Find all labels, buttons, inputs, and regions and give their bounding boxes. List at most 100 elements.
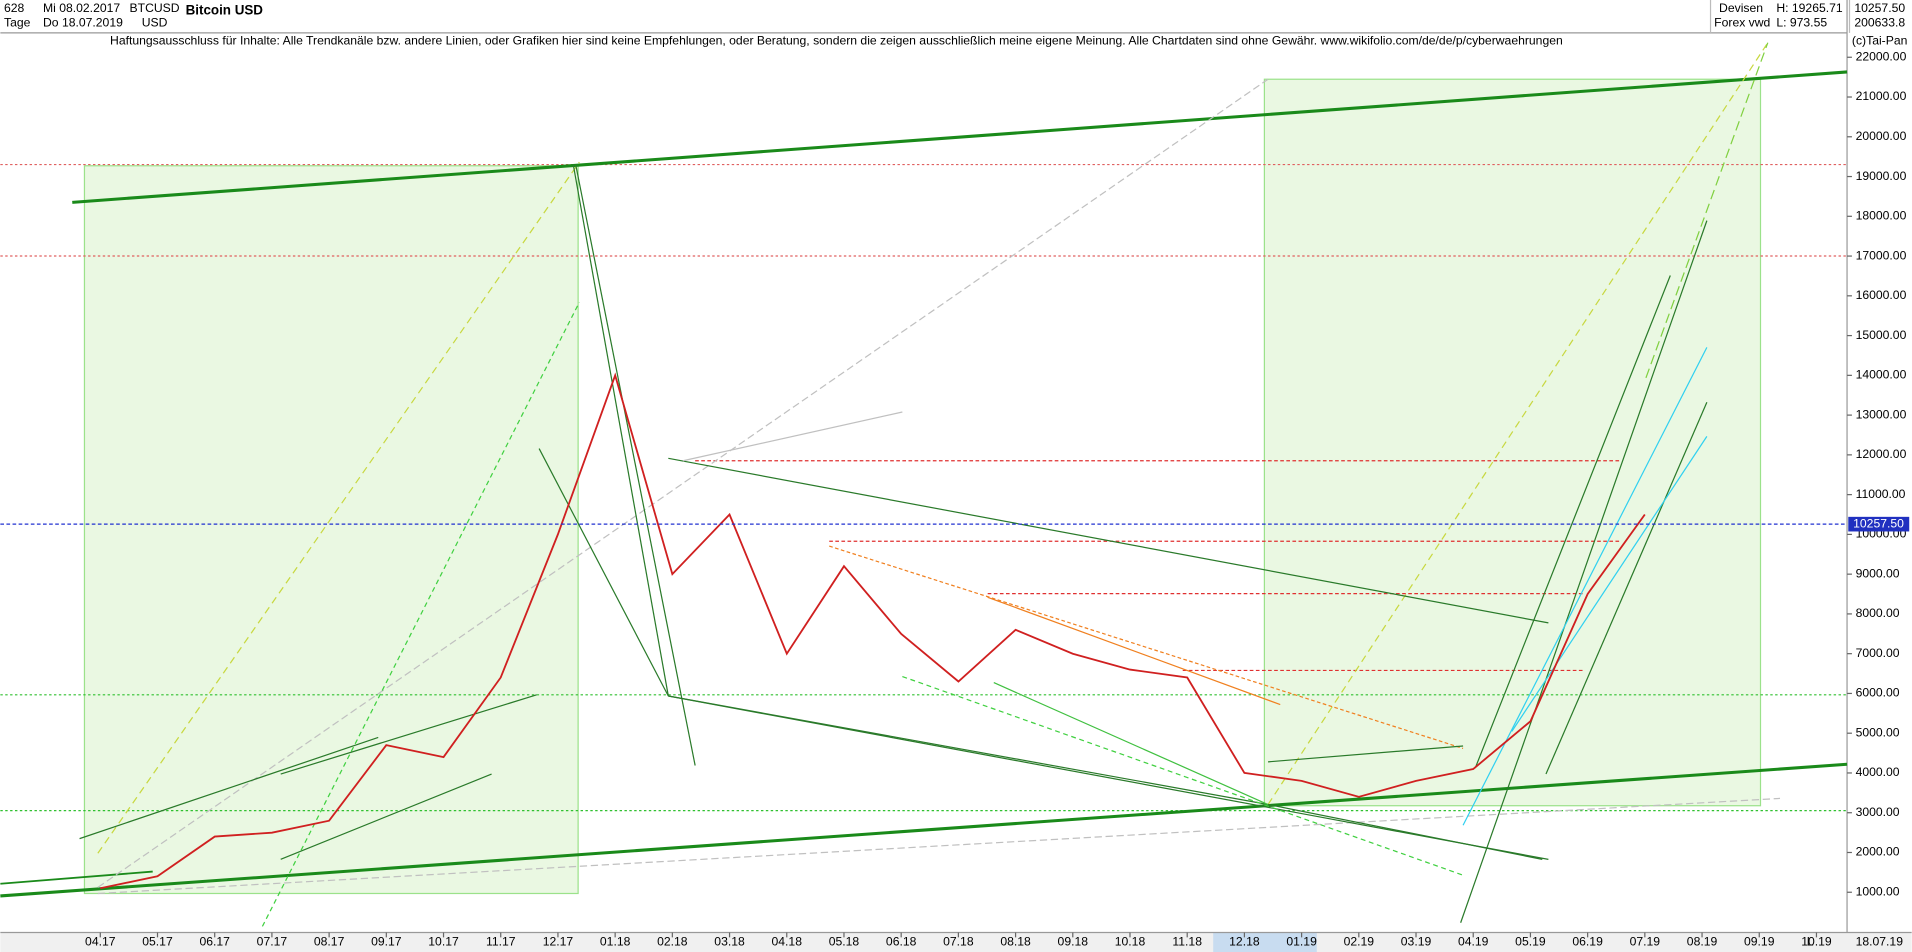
- shade-box: [83, 165, 579, 895]
- header-bar: [0, 0, 1912, 33]
- trend-line: [668, 695, 1269, 806]
- x-tick-label: 06.18: [886, 934, 917, 948]
- x-tick-label: 09.19: [1744, 934, 1775, 948]
- y-tick-label: 11000.00: [1856, 487, 1906, 501]
- trend-line: [1268, 745, 1464, 763]
- trend-line: [572, 164, 669, 697]
- x-tick-label: 09.17: [371, 934, 402, 948]
- period[interactable]: Tage: [4, 15, 31, 29]
- y-tick-label: 21000.00: [1856, 89, 1907, 103]
- x-tick-label: 04.17: [85, 934, 116, 948]
- x-tick-label: 04.18: [772, 934, 803, 948]
- x-tick-label: 06.19: [1572, 934, 1603, 948]
- start-date: Mi 08.02.2017: [43, 1, 120, 15]
- y-tick-label: 2000.00: [1856, 845, 1900, 859]
- x-tick-label: 08.19: [1687, 934, 1718, 948]
- trend-line: [902, 675, 1464, 876]
- y-tick-label: 20000.00: [1856, 129, 1907, 143]
- x-axis-highlight: [1213, 932, 1317, 952]
- x-tick-label: 10.17: [428, 934, 459, 948]
- drawings: [0, 42, 1848, 927]
- y-tick-label: 4000.00: [1856, 765, 1900, 779]
- trend-line: [1545, 402, 1708, 775]
- trend-line: [575, 164, 696, 766]
- x-tick-label: 02.19: [1344, 934, 1375, 948]
- trend-line: [97, 161, 580, 854]
- y-tick-label: 18000.00: [1856, 209, 1907, 223]
- x-tick-label: 01.18: [600, 934, 631, 948]
- x-axis-strip: [0, 932, 1912, 952]
- trend-line: [829, 545, 1464, 750]
- trend-line: [1474, 275, 1671, 769]
- trend-line: [1460, 220, 1708, 923]
- y-tick-label: 6000.00: [1856, 686, 1900, 700]
- x-tick-label: 12.17: [543, 934, 574, 948]
- trend-line: [280, 773, 492, 860]
- trend-line: [682, 411, 903, 462]
- symbol: BTCUSD: [130, 1, 180, 15]
- x-tick-label: 03.19: [1401, 934, 1432, 948]
- x-tick-label: 08.17: [314, 934, 345, 948]
- y-tick-label: 19000.00: [1856, 169, 1907, 183]
- volume: 200633.8: [1854, 15, 1905, 29]
- y-tick-label: 1000.00: [1856, 884, 1900, 898]
- last-price-label: 10257.50: [1853, 516, 1904, 530]
- x-tick-label: 11.17: [486, 934, 516, 948]
- x-tick-label: 11.18: [1172, 934, 1202, 948]
- y-tick-label: 14000.00: [1856, 368, 1907, 382]
- x-tick-label: 06.17: [199, 934, 230, 948]
- y-tick-label: 22000.00: [1856, 49, 1907, 63]
- x-tick-label: 04.19: [1458, 934, 1489, 948]
- y-tick-label: 12000.00: [1856, 447, 1907, 461]
- x-tick-label: 02.18: [657, 934, 688, 948]
- x-tick-label: 05.18: [829, 934, 860, 948]
- trend-line: [79, 736, 379, 840]
- x-tick-label: 10.19: [1801, 934, 1832, 948]
- y-tick-label: 5000.00: [1856, 725, 1900, 739]
- trend-line: [72, 70, 1848, 204]
- y-tick-label: 7000.00: [1856, 646, 1900, 660]
- x-tick-label: 10.18: [1115, 934, 1146, 948]
- x-tick-label: 07.17: [257, 934, 288, 948]
- trend-line: [0, 870, 153, 885]
- shade-box: [1263, 78, 1762, 807]
- y-tick-label: 16000.00: [1856, 288, 1907, 302]
- trend-line: [987, 596, 1281, 706]
- axis-date: 18.07.19: [1856, 934, 1904, 948]
- price-line: [100, 372, 1646, 890]
- x-tick-label: 05.19: [1515, 934, 1546, 948]
- count[interactable]: 628: [4, 1, 25, 15]
- trend-line: [280, 694, 537, 775]
- trend-line: [261, 302, 580, 927]
- source: Forex vwd: [1714, 15, 1770, 29]
- y-tick-label: 13000.00: [1856, 407, 1907, 421]
- last-price-box: [1848, 516, 1910, 532]
- copyright: (c)Tai-Pan: [1852, 34, 1907, 48]
- trend-line: [1462, 347, 1708, 826]
- end-date: Do 18.07.2019: [43, 15, 123, 29]
- trend-line: [1645, 42, 1769, 379]
- instrument-name: Bitcoin USD: [186, 3, 264, 18]
- trend-line: [1267, 803, 1543, 860]
- y-tick-label: 17000.00: [1856, 248, 1907, 262]
- y-tick-label: 3000.00: [1856, 805, 1900, 819]
- trend-line: [1511, 436, 1708, 732]
- trend-line: [1267, 42, 1769, 805]
- low: L: 973.55: [1776, 15, 1827, 29]
- x-tick-label: 05.17: [142, 934, 173, 948]
- x-tick-label: 07.19: [1630, 934, 1661, 948]
- x-tick-label: 03.18: [714, 934, 745, 948]
- x-tick-label: 09.18: [1058, 934, 1089, 948]
- x-tick-label: 08.18: [1000, 934, 1031, 948]
- trend-line: [97, 797, 1781, 895]
- trend-line: [668, 457, 1549, 624]
- high: H: 19265.71: [1776, 1, 1843, 15]
- trend-line: [538, 448, 669, 697]
- axis-mode[interactable]: L: [1807, 934, 1814, 948]
- x-tick-label: 12.18: [1229, 934, 1260, 948]
- market: Devisen: [1719, 1, 1763, 15]
- y-tick-label: 8000.00: [1856, 606, 1900, 620]
- currency: USD: [142, 15, 168, 29]
